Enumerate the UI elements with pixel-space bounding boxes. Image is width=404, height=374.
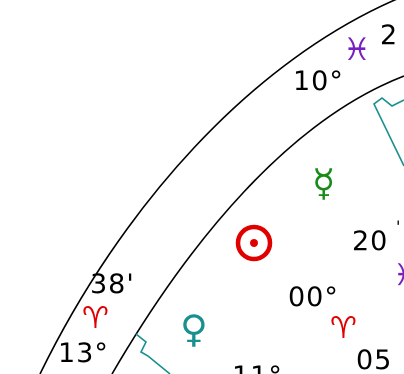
pisces-icon: ♓: [343, 32, 371, 68]
cusp-top-minute: 2: [380, 20, 398, 51]
inner-ring-arc: [111, 75, 404, 374]
right-degree-tick: ': [396, 217, 401, 236]
right-degree-label: 20: [352, 226, 388, 257]
pisces-icon-partial: ♓: [393, 258, 404, 293]
aries-icon-cusp: ♈: [82, 301, 109, 336]
venus-degree-partial: 11°: [232, 361, 283, 374]
mercury-icon: ☿: [312, 161, 335, 205]
sun-minute-partial: 05: [356, 345, 392, 374]
aries-icon: ♈: [330, 311, 357, 346]
venus-icon: ♀: [180, 307, 208, 351]
sun-degree: 00°: [288, 282, 339, 313]
aspect-line-bottom-left: [135, 333, 171, 374]
cusp-left-minute: 38': [90, 269, 135, 300]
cusp-top-degree: 10°: [293, 66, 344, 97]
sun-icon: [235, 224, 273, 262]
outer-ring-arc: [39, 0, 397, 374]
aspect-line-top-right: [372, 96, 404, 167]
cusp-left-degree: 13°: [58, 338, 109, 369]
